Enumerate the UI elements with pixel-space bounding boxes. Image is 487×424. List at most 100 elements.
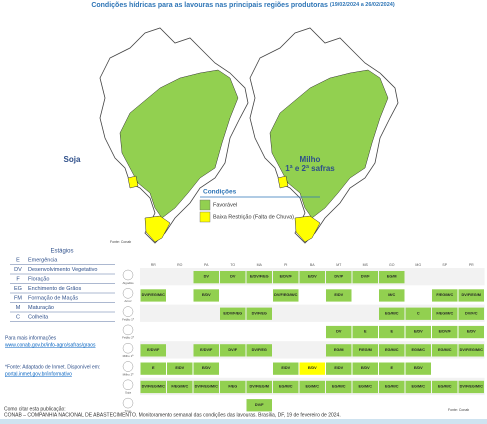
map-soja <box>99 27 249 244</box>
cell <box>193 362 219 375</box>
cell <box>432 380 458 394</box>
cell-text: DV/F/EG/M/C <box>460 348 483 352</box>
map-label: Soja <box>64 155 81 164</box>
cell <box>352 380 378 394</box>
cell <box>326 344 352 357</box>
cell <box>458 307 484 320</box>
cell-text: DV <box>336 330 342 334</box>
inmet-link[interactable]: portal.inmet.gov.br/informativo <box>5 371 72 377</box>
cell-text: E/DV <box>202 293 211 297</box>
cell-text: EG/M <box>334 348 344 352</box>
cell-text: DV/F <box>228 348 237 352</box>
crop-icon <box>122 324 134 336</box>
column-header: MS <box>363 263 369 267</box>
cell <box>167 362 193 375</box>
stage-code: M <box>16 305 21 311</box>
stage-code: EG <box>14 286 22 292</box>
cell <box>140 289 166 302</box>
cell-text: EG/M/C <box>332 384 346 388</box>
cell-text: E/DV <box>361 366 370 370</box>
map-label-line: 1ª e 2ª safras <box>285 164 335 173</box>
stages: Estágios E Emergência DV Desenvolvimento Veg… <box>10 249 115 322</box>
cell <box>140 362 166 375</box>
cell-text: E <box>152 366 155 370</box>
cell <box>273 289 299 302</box>
cell <box>193 289 219 302</box>
cell <box>299 362 325 375</box>
stage-name: Floração <box>28 276 49 282</box>
row-band <box>140 396 485 414</box>
cell <box>326 362 352 375</box>
cell-text: DV/F <box>255 403 264 407</box>
cell-text: DV/F/EG/M/C <box>142 293 165 297</box>
cell-text: E/DV/F <box>147 348 160 352</box>
cell-text: E/DV <box>334 366 343 370</box>
cell-text: E/DV/F <box>439 330 452 334</box>
cell <box>299 380 325 394</box>
cell-text: E/DV <box>308 366 317 370</box>
cell <box>352 271 378 284</box>
inmet-label: *Fonte: Adaptado de Inmet. Disponível em… <box>5 364 100 370</box>
cell <box>379 362 405 375</box>
cell <box>458 344 484 357</box>
cell-text: EG/M/C <box>385 348 399 352</box>
period: (19/02/2024 a 26/02/2024) <box>330 2 395 8</box>
cell <box>352 344 378 357</box>
crop-label: Arroz <box>124 299 132 303</box>
stage-code: DV <box>14 267 22 273</box>
cell-text: E/DV/F/EG <box>250 275 269 279</box>
cell-text: EG/M/C <box>385 384 399 388</box>
cell-text: E <box>390 330 393 334</box>
cell-text: DV/F/EG/M/C <box>460 384 483 388</box>
cell-text: DV <box>204 275 210 279</box>
info-link[interactable]: www.conab.gov.br/info-agro/safras/graos <box>5 342 96 348</box>
cell <box>220 344 246 357</box>
cell-text: EG/M/C <box>358 384 372 388</box>
cell <box>432 325 458 339</box>
cell <box>193 271 219 284</box>
info-label: Para mais informações <box>5 335 57 341</box>
crop-label: Feijão 1ª <box>122 317 135 321</box>
cell-text: F/EG/M <box>359 348 372 352</box>
column-header: SP <box>442 263 447 267</box>
cell-text: E/DV <box>281 366 290 370</box>
citation-label: Como citar esta publicação: <box>4 406 66 412</box>
cell <box>352 325 378 339</box>
cell <box>326 325 352 339</box>
stage-name: Enchimento de Grãos <box>28 286 81 292</box>
cell <box>432 344 458 357</box>
crop-label: Algodão <box>122 281 133 285</box>
cell-text: F/EG/M/C <box>171 384 188 388</box>
cell-text: C <box>417 311 420 315</box>
legend-title: Condições <box>203 189 237 196</box>
column-header: PR <box>469 263 474 267</box>
map-milho <box>249 27 399 244</box>
cell <box>246 271 272 284</box>
cell-text: EG/M/C <box>411 384 425 388</box>
crop-label: Trigo <box>125 409 132 413</box>
crop-icon <box>122 397 134 409</box>
cell <box>379 344 405 357</box>
cell <box>140 380 166 394</box>
cell-text: DV/F <box>361 275 370 279</box>
cell-text: E/DV <box>467 330 476 334</box>
cell <box>458 289 484 302</box>
cell-text: F/EG/M/C <box>436 311 453 315</box>
cell <box>273 380 299 394</box>
stages-title: Estágios <box>50 249 73 255</box>
cell <box>326 289 352 302</box>
cell <box>405 380 431 394</box>
cell-text: DV <box>230 275 236 279</box>
column-header: MT <box>336 263 342 267</box>
crop-label: Milho 2ª <box>123 372 135 376</box>
cell-text: E/DV <box>334 293 343 297</box>
cell <box>273 362 299 375</box>
stage-code: FM <box>14 295 22 301</box>
cell-text: E/DV <box>175 366 184 370</box>
stage-name: Colheita <box>28 314 49 320</box>
cell-text: E/DV/F <box>200 348 213 352</box>
cell-text: F/EG/M/C <box>436 293 453 297</box>
cell-text: EG/M/C <box>305 384 319 388</box>
cell-text: DV/F/C <box>465 311 478 315</box>
crop-icon <box>122 288 134 299</box>
